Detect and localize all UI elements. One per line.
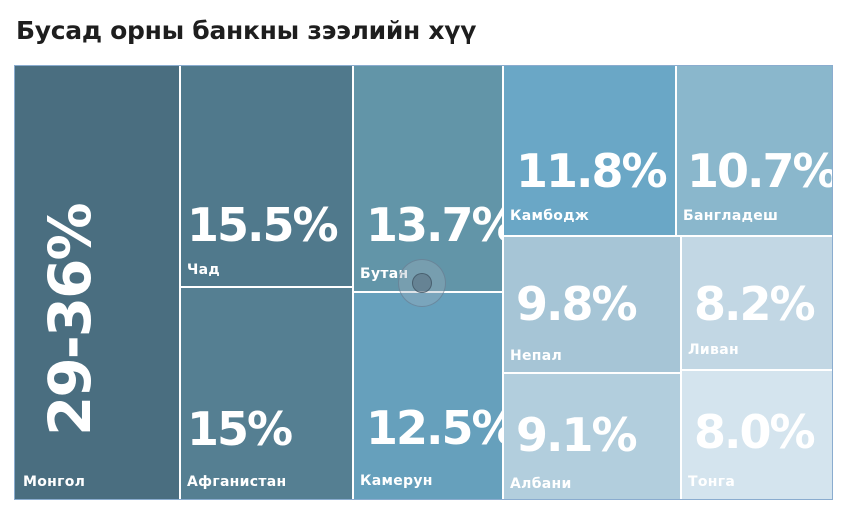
tile-value: 10.7% — [687, 144, 832, 198]
treemap-tile[interactable]: 15.5% Чад — [181, 66, 352, 286]
tile-value: 13.7% — [366, 198, 502, 252]
tile-label: Бангладеш — [683, 208, 779, 224]
cursor-indicator — [398, 259, 446, 307]
treemap-tile[interactable]: 10.7% Бангладеш — [677, 66, 832, 235]
tile-label: Камбодж — [510, 208, 590, 224]
tile-label: Камерун — [360, 473, 433, 489]
treemap-tile[interactable]: 9.1% Албани — [504, 374, 680, 499]
treemap-tile[interactable]: 13.7% Бутан — [354, 66, 502, 291]
tile-value: 8.2% — [694, 277, 816, 331]
treemap-tile[interactable]: 15% Афганистан — [181, 288, 352, 499]
chart-title: Бусад орны банкны зээлийн хүү — [16, 16, 477, 45]
tile-value: 15% — [187, 402, 293, 456]
treemap-tile[interactable]: 8.2% Ливан — [682, 237, 832, 369]
tile-label: Ливан — [688, 342, 739, 358]
tile-value: 12.5% — [366, 401, 502, 455]
tile-label: Чад — [187, 262, 220, 278]
cursor-dot — [412, 273, 432, 293]
tile-label: Монгол — [23, 474, 86, 490]
tile-value: 11.8% — [516, 144, 668, 198]
treemap-tile[interactable]: 8.0% Тонга — [682, 371, 832, 499]
tile-label: Непал — [510, 348, 563, 364]
treemap-tile[interactable]: 11.8% Камбодж — [504, 66, 675, 235]
tile-value: 29-36% — [36, 204, 104, 436]
tile-label: Бутан — [360, 266, 409, 282]
treemap-chart: 29-36% Монгол 15.5% Чад 15% Афганистан 13.7% Бу… — [14, 65, 833, 500]
tile-value: 15.5% — [187, 198, 339, 252]
treemap-tile[interactable]: 12.5% Камерун — [354, 293, 502, 499]
tile-label: Тонга — [688, 474, 736, 490]
tile-value: 9.8% — [516, 277, 638, 331]
tile-label: Албани — [510, 476, 572, 492]
tile-value: 8.0% — [694, 405, 816, 459]
tile-value: 9.1% — [516, 408, 638, 462]
treemap-tile[interactable]: 9.8% Непал — [504, 237, 680, 372]
treemap-tile[interactable]: 29-36% Монгол — [15, 66, 179, 499]
tile-label: Афганистан — [187, 474, 287, 490]
